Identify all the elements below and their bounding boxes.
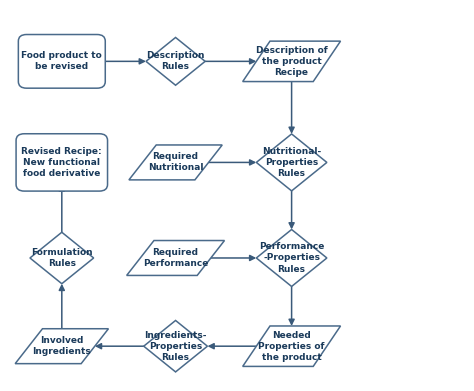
- Polygon shape: [256, 134, 327, 191]
- Text: Nutritional-
Properties
Rules: Nutritional- Properties Rules: [262, 147, 321, 178]
- Text: Ingredients-
Properties
Rules: Ingredients- Properties Rules: [144, 331, 207, 362]
- Polygon shape: [15, 329, 109, 364]
- Text: Formulation
Rules: Formulation Rules: [31, 248, 92, 268]
- Text: Required
Performance: Required Performance: [143, 248, 208, 268]
- Text: Description of
the product
Recipe: Description of the product Recipe: [256, 46, 328, 77]
- Text: Needed
Properties of
the product: Needed Properties of the product: [258, 331, 325, 362]
- Polygon shape: [256, 230, 327, 287]
- FancyBboxPatch shape: [18, 34, 105, 88]
- Polygon shape: [243, 326, 340, 366]
- Polygon shape: [30, 232, 94, 284]
- Polygon shape: [127, 240, 225, 275]
- Polygon shape: [146, 38, 205, 85]
- Text: Required
Nutritional: Required Nutritional: [148, 152, 203, 172]
- Polygon shape: [243, 41, 340, 82]
- Text: Description
Rules: Description Rules: [146, 51, 205, 72]
- Text: Revised Recipe:
New functional
food derivative: Revised Recipe: New functional food deri…: [21, 147, 102, 178]
- Text: Food product to
be revised: Food product to be revised: [21, 51, 102, 72]
- Polygon shape: [144, 321, 208, 372]
- Text: Performance
-Properties
Rules: Performance -Properties Rules: [259, 242, 324, 274]
- FancyBboxPatch shape: [16, 134, 108, 191]
- Polygon shape: [129, 145, 222, 180]
- Text: Involved
Ingredients: Involved Ingredients: [32, 336, 91, 356]
